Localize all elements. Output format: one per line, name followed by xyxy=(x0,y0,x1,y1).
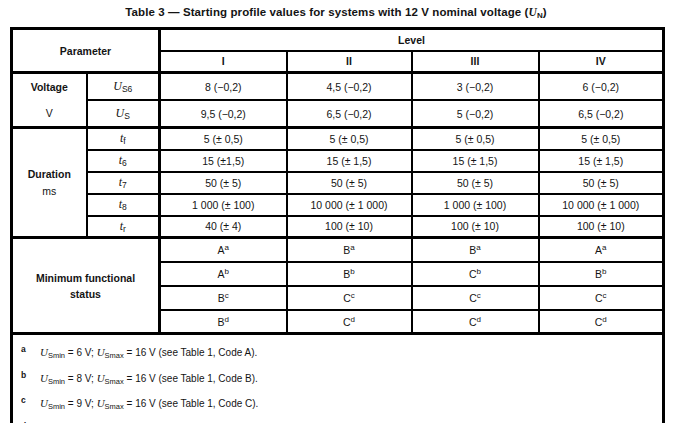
parameter-header-cell: Parameter xyxy=(12,29,160,73)
status-cell: Aa xyxy=(539,238,664,262)
status-cell: Cb xyxy=(412,262,539,286)
symbol-cell-us6: US6 xyxy=(87,73,160,101)
caption-close: ) xyxy=(543,6,547,18)
table-caption: Table 3 — Starting profile values for sy… xyxy=(10,6,662,20)
value-cell: 100 (± 10) xyxy=(412,216,539,238)
status-cell: Cc xyxy=(412,286,539,310)
footnote-line: cUSmin = 9 V; USmax = 16 V (see Table 1,… xyxy=(21,391,652,417)
footnotes-row: aUSmin = 6 V; USmax = 16 V (see Table 1,… xyxy=(12,334,664,423)
voltage-unit: V xyxy=(13,100,86,126)
level-1-header-cell: I xyxy=(160,51,287,73)
status-label-line2: status xyxy=(13,286,158,302)
data-table: Parameter Level I II III IV Voltage V US… xyxy=(10,27,665,423)
symbol-cell-t6: t6 xyxy=(87,150,160,172)
value-cell: 10 000 (± 1 000) xyxy=(539,194,664,216)
status-cell: Ba xyxy=(412,238,539,262)
value-cell: 6,5 (−0,2) xyxy=(539,100,664,128)
value-cell: 50 (± 5) xyxy=(539,172,664,194)
value-cell: 15 (± 1,5) xyxy=(287,150,412,172)
value-cell: 6,5 (−0,2) xyxy=(287,100,412,128)
level-4-header-cell: IV xyxy=(539,51,664,73)
status-cell: Cd xyxy=(539,310,664,334)
level-header-cell: Level xyxy=(160,29,664,51)
status-label-line1: Minimum functional xyxy=(13,270,158,286)
level-2-header-cell: II xyxy=(287,51,412,73)
status-cell: Aa xyxy=(160,238,287,262)
footnotes-cell: aUSmin = 6 V; USmax = 16 V (see Table 1,… xyxy=(12,334,664,423)
level-3-header-cell: III xyxy=(412,51,539,73)
voltage-label: Voltage xyxy=(13,74,86,100)
value-cell: 8 (−0,2) xyxy=(160,73,287,101)
value-cell: 5 (± 0,5) xyxy=(160,128,287,150)
duration-label: Duration xyxy=(13,166,86,183)
symbol-cell-t7: t7 xyxy=(87,172,160,194)
value-cell: 6 (−0,2) xyxy=(539,73,664,101)
status-label-cell: Minimum functional status xyxy=(12,238,160,334)
value-cell: 1 000 (± 100) xyxy=(412,194,539,216)
value-cell: 15 (± 1,5) xyxy=(412,150,539,172)
value-cell: 3 (−0,2) xyxy=(412,73,539,101)
symbol-cell-tf: tf xyxy=(87,128,160,150)
table-row-t8: t8 1 000 (± 100) 10 000 (± 1 000) 1 000 … xyxy=(12,194,664,216)
status-cell: Cd xyxy=(412,310,539,334)
table-row-t6: t6 15 (±1,5) 15 (± 1,5) 15 (± 1,5) 15 (±… xyxy=(12,150,664,172)
value-cell: 50 (± 5) xyxy=(160,172,287,194)
table-row-us: US 9,5 (−0,2) 6,5 (−0,2) 5 (−0,2) 6,5 (−… xyxy=(12,100,664,128)
footnote-line: bUSmin = 8 V; USmax = 16 V (see Table 1,… xyxy=(21,366,652,392)
table-row-tf: Duration ms tf 5 (± 0,5) 5 (± 0,5) 5 (± … xyxy=(12,128,664,150)
value-cell: 5 (± 0,5) xyxy=(412,128,539,150)
symbol-cell-tr: tr xyxy=(87,216,160,238)
value-cell: 10 000 (± 1 000) xyxy=(287,194,412,216)
table-row-us6: Voltage V US6 8 (−0,2) 4,5 (−0,2) 3 (−0,… xyxy=(12,73,664,101)
value-cell: 50 (± 5) xyxy=(287,172,412,194)
status-cell: Cc xyxy=(287,286,412,310)
status-cell: Cc xyxy=(539,286,664,310)
table-row-t7: t7 50 (± 5) 50 (± 5) 50 (± 5) 50 (± 5) xyxy=(12,172,664,194)
value-cell: 100 (± 10) xyxy=(539,216,664,238)
value-cell: 100 (± 10) xyxy=(287,216,412,238)
value-cell: 5 (−0,2) xyxy=(412,100,539,128)
status-cell: Bd xyxy=(160,310,287,334)
status-cell: Cd xyxy=(287,310,412,334)
value-cell: 15 (± 1,5) xyxy=(539,150,664,172)
status-cell: Bb xyxy=(287,262,412,286)
symbol-cell-t8: t8 xyxy=(87,194,160,216)
duration-label-cell: Duration ms xyxy=(12,128,87,238)
value-cell: 9,5 (−0,2) xyxy=(160,100,287,128)
value-cell: 5 (± 0,5) xyxy=(287,128,412,150)
duration-unit: ms xyxy=(13,183,86,200)
status-cell: Bb xyxy=(539,262,664,286)
header-row-level: Parameter Level xyxy=(12,29,664,51)
status-cell: Bc xyxy=(160,286,287,310)
table-row-status-a: Minimum functional status Aa Ba Ba Aa xyxy=(12,238,664,262)
symbol-cell-us: US xyxy=(87,100,160,128)
value-cell: 1 000 (± 100) xyxy=(160,194,287,216)
document-page: Table 3 — Starting profile values for sy… xyxy=(0,0,687,423)
value-cell: 4,5 (−0,2) xyxy=(287,73,412,101)
status-cell: Ab xyxy=(160,262,287,286)
value-cell: 50 (± 5) xyxy=(412,172,539,194)
caption-text: Table 3 — Starting profile values for sy… xyxy=(125,6,528,18)
value-cell: 15 (±1,5) xyxy=(160,150,287,172)
value-cell: 5 (± 0,5) xyxy=(539,128,664,150)
voltage-symbol: U xyxy=(529,6,537,18)
value-cell: 40 (± 4) xyxy=(160,216,287,238)
footnote-line: aUSmin = 6 V; USmax = 16 V (see Table 1,… xyxy=(21,340,652,366)
table-row-tr: tr 40 (± 4) 100 (± 10) 100 (± 10) 100 (±… xyxy=(12,216,664,238)
status-cell: Ba xyxy=(287,238,412,262)
voltage-label-cell: Voltage V xyxy=(12,73,87,128)
footnote-line: dUSmin = 10,5 V; USmax = 16 V (see Table… xyxy=(21,417,652,423)
